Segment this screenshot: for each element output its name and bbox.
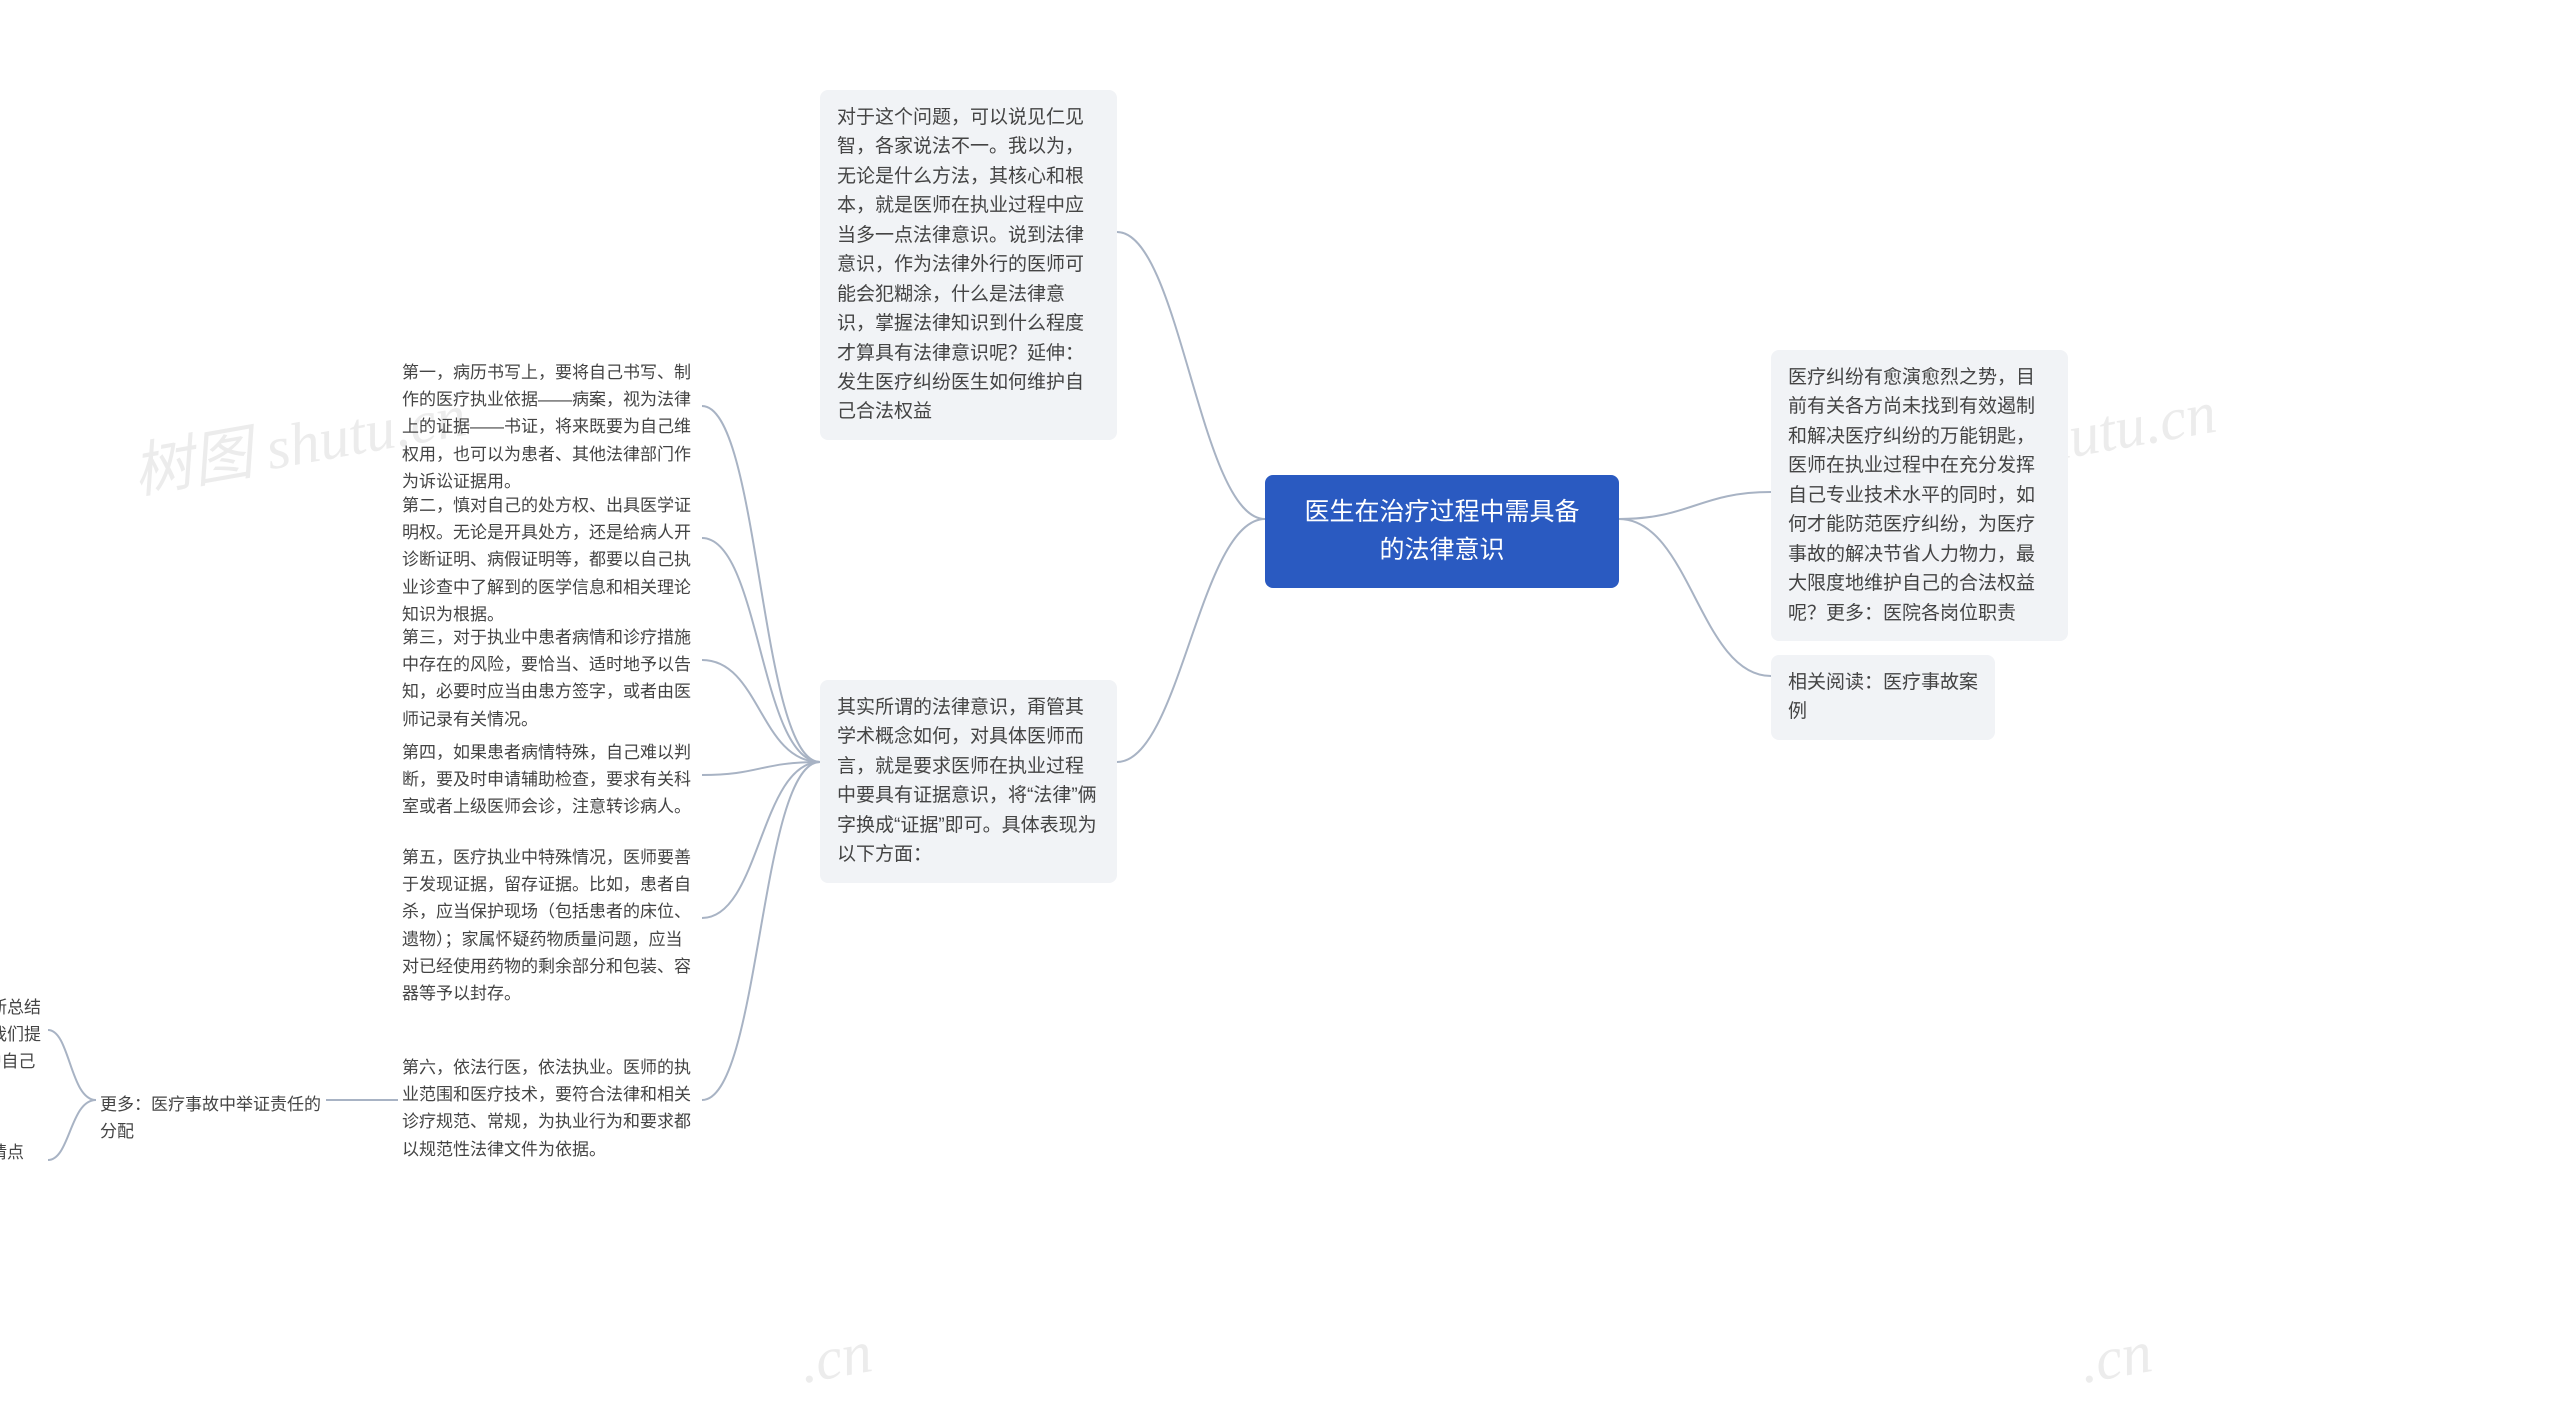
- leaf-c1[interactable]: 第一，病历书写上，要将自己书写、制作的医疗执业依据——病案，视为法律上的证据——…: [398, 355, 703, 499]
- leaf-c6-l2[interactable]: 了解更多有关医疗事故的信息，请点击：医疗事故首页: [0, 1135, 48, 1197]
- branch-left-1[interactable]: 对于这个问题，可以说见仁见智，各家说法不一。我以为，无论是什么方法，其核心和根本…: [820, 90, 1117, 440]
- connector-layer: [0, 0, 2560, 1427]
- branch-right-2[interactable]: 相关阅读：医疗事故案例: [1771, 655, 1995, 740]
- leaf-c4[interactable]: 第四，如果患者病情特殊，自己难以判断，要及时申请辅助检查，要求有关科室或者上级医…: [398, 735, 703, 825]
- leaf-c3[interactable]: 第三，对于执业中患者病情和诊疗措施中存在的风险，要恰当、适时地予以告知，必要时应…: [398, 620, 703, 737]
- leaf-c6-l1[interactable]: 希望我们的医师在执业过程中不断总结和发现应当留存证据的环节，将我们提到的“证据”…: [0, 990, 48, 1107]
- leaf-c2[interactable]: 第二，慎对自己的处方权、出具医学证明权。无论是开具处方，还是给病人开诊断证明、病…: [398, 488, 703, 632]
- watermark: .cn: [2075, 1317, 2158, 1397]
- root-node[interactable]: 医生在治疗过程中需具备 的法律意识: [1265, 475, 1619, 588]
- branch-right-1[interactable]: 医疗纠纷有愈演愈烈之势，目前有关各方尚未找到有效遏制和解决医疗纠纷的万能钥匙，医…: [1771, 350, 2068, 641]
- branch-left-2[interactable]: 其实所谓的法律意识，甭管其学术概念如何，对具体医师而言，就是要求医师在执业过程中…: [820, 680, 1117, 883]
- leaf-c6-sub[interactable]: 更多：医疗事故中举证责任的分配: [96, 1087, 328, 1149]
- leaf-c6[interactable]: 第六，依法行医，依法执业。医师的执业范围和医疗技术，要符合法律和相关诊疗规范、常…: [398, 1050, 703, 1167]
- leaf-c5[interactable]: 第五，医疗执业中特殊情况，医师要善于发现证据，留存证据。比如，患者自杀，应当保护…: [398, 840, 703, 1011]
- mindmap-canvas: 树图 shutu.cn shutu.cn .cn .cn 医生在治疗过程中需具备…: [0, 0, 2560, 1427]
- watermark: .cn: [795, 1317, 878, 1397]
